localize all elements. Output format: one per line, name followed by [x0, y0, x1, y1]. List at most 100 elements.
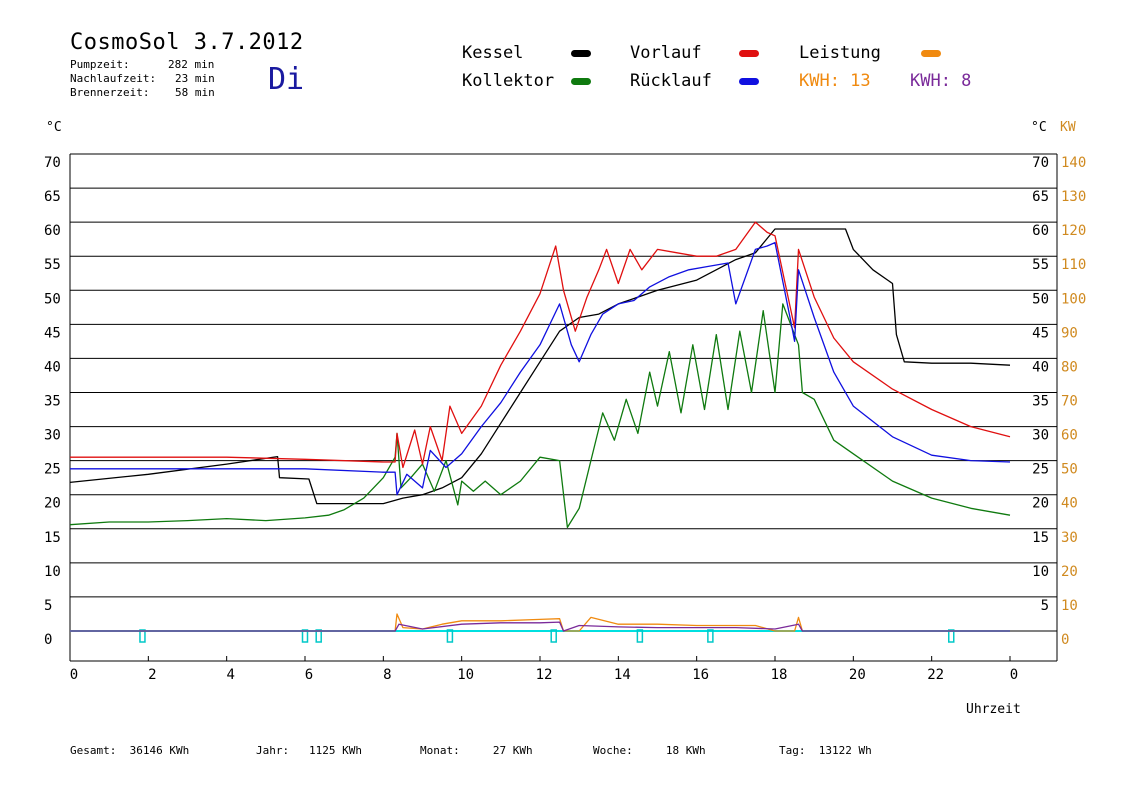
legend-kollektor-swatch	[571, 78, 591, 85]
y-tick-left-50: 50	[44, 291, 61, 307]
y-tick-right-10: 10	[1032, 564, 1049, 580]
stat-value-pumpzeit: 282 min	[168, 58, 215, 71]
x-tick-10: 20	[849, 667, 866, 683]
y-tick-right-50: 50	[1032, 291, 1049, 307]
x-tick-5: 10	[457, 667, 474, 683]
pump-marker-4	[550, 629, 557, 643]
y-tick-right-70: 70	[1032, 155, 1049, 171]
y-tick-left-10: 10	[44, 564, 61, 580]
x-tick-12: 0	[1010, 667, 1018, 683]
x-tick-11: 22	[927, 667, 944, 683]
stat-label-pumpzeit: Pumpzeit:	[70, 58, 130, 71]
series-line-kollektor	[69, 303, 1011, 529]
footer-tag: Tag: 13122 Wh	[779, 744, 872, 757]
kw-tick-140: 140	[1061, 155, 1086, 171]
kw-tick-0: 0	[1061, 632, 1069, 648]
x-tick-3: 6	[305, 667, 313, 683]
x-tick-2: 4	[226, 667, 234, 683]
x-axis-label: Uhrzeit	[966, 702, 1021, 717]
legend-kessel-swatch	[571, 50, 591, 57]
kw-tick-10: 10	[1061, 598, 1078, 614]
y-tick-right-20: 20	[1032, 496, 1049, 512]
y-tick-left-20: 20	[44, 496, 61, 512]
x-tick-0: 0	[70, 667, 78, 683]
stat-value-brennerzeit: 58 min	[175, 86, 215, 99]
y-tick-right-55: 55	[1032, 257, 1049, 273]
y-tick-left-30: 30	[44, 428, 61, 444]
y-tick-left-0: 0	[44, 632, 52, 648]
y-tick-left-35: 35	[44, 394, 61, 410]
series-line-vorlauf	[70, 221, 1011, 469]
y-tick-left-40: 40	[44, 359, 61, 375]
kw-tick-90: 90	[1061, 325, 1078, 341]
pump-marker-3	[446, 629, 454, 643]
y-tick-right-5: 5	[1041, 598, 1049, 614]
kw-tick-110: 110	[1061, 257, 1086, 273]
legend-vorlauf-swatch	[739, 50, 759, 57]
kw-axis-unit: KW	[1060, 120, 1076, 135]
pump-marker-2	[315, 629, 322, 643]
y-tick-right-65: 65	[1032, 189, 1049, 205]
series-line-leistung	[70, 613, 1010, 632]
legend-vorlauf-label: Vorlauf	[630, 43, 702, 63]
legend-kwh-orange: KWH: 13	[799, 71, 871, 91]
y-tick-right-45: 45	[1032, 325, 1049, 341]
x-tick-1: 2	[148, 667, 156, 683]
y-tick-left-25: 25	[44, 462, 61, 478]
kw-tick-60: 60	[1061, 428, 1078, 444]
y-tick-left-5: 5	[44, 598, 52, 614]
pump-marker-5	[636, 629, 644, 643]
x-tick-8: 16	[692, 667, 709, 683]
kw-tick-120: 120	[1061, 223, 1086, 239]
y-tick-right-15: 15	[1032, 530, 1049, 546]
footer-gesamt: Gesamt: 36146 KWh	[70, 744, 190, 757]
legend-ruecklauf-label: Rücklauf	[630, 71, 712, 91]
y-tick-left-60: 60	[44, 223, 61, 239]
kw-tick-20: 20	[1061, 564, 1078, 580]
y-tick-left-70: 70	[44, 155, 61, 171]
kw-tick-30: 30	[1061, 530, 1078, 546]
legend-kollektor-label: Kollektor	[462, 71, 555, 91]
y-tick-right-25: 25	[1032, 462, 1049, 478]
kw-tick-50: 50	[1061, 462, 1078, 478]
y-tick-right-60: 60	[1032, 223, 1049, 239]
legend-leistung-swatch	[921, 50, 941, 57]
stat-label-nachlaufzeit: Nachlaufzeit:	[70, 72, 157, 85]
x-tick-9: 18	[771, 667, 788, 683]
legend-leistung-label: Leistung	[799, 43, 881, 63]
pump-marker-7	[948, 629, 955, 643]
kw-tick-130: 130	[1061, 189, 1086, 205]
y-tick-left-15: 15	[44, 530, 61, 546]
right-axis-unit: °C	[1031, 120, 1047, 135]
x-tick-7: 14	[614, 667, 631, 683]
y-tick-right-35: 35	[1032, 394, 1049, 410]
x-tick-6: 12	[536, 667, 553, 683]
pump-marker-6	[707, 629, 714, 643]
pump-marker-1	[301, 629, 309, 643]
legend-ruecklauf-swatch	[739, 78, 759, 85]
footer-monat: Monat: 27 KWh	[420, 744, 533, 757]
footer-woche: Woche: 18 KWh	[593, 744, 706, 757]
kw-tick-80: 80	[1061, 359, 1078, 375]
kw-tick-100: 100	[1061, 291, 1086, 307]
stat-value-nachlaufzeit: 23 min	[175, 72, 215, 85]
stat-label-brennerzeit: Brennerzeit:	[70, 86, 150, 99]
left-axis-unit: °C	[46, 120, 62, 135]
x-tick-4: 8	[383, 667, 391, 683]
chart-title: CosmoSol 3.7.2012	[70, 30, 304, 55]
series-line-kessel	[69, 228, 1011, 505]
y-tick-left-65: 65	[44, 189, 61, 205]
y-tick-left-45: 45	[44, 325, 61, 341]
kw-tick-40: 40	[1061, 496, 1078, 512]
kw-tick-70: 70	[1061, 394, 1078, 410]
weekday-label: Di	[268, 62, 305, 97]
series-line-r-cklauf	[70, 241, 1011, 496]
footer-jahr: Jahr: 1125 KWh	[256, 744, 362, 757]
legend-kessel-label: Kessel	[462, 43, 524, 63]
series-line-kwh-purple	[70, 621, 1010, 632]
y-tick-left-55: 55	[44, 257, 61, 273]
pump-marker-0	[139, 629, 146, 643]
legend-kwh-purple: KWH: 8	[910, 71, 972, 91]
y-tick-right-40: 40	[1032, 359, 1049, 375]
